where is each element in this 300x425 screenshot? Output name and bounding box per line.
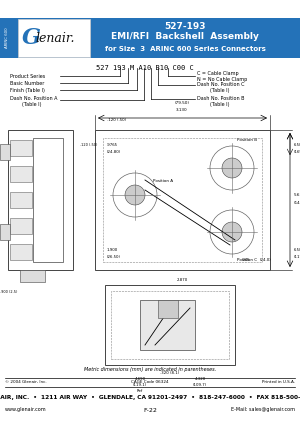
Text: (109.7): (109.7)	[193, 383, 207, 387]
Text: 5.610: 5.610	[294, 193, 300, 197]
Text: E-Mail: sales@glenair.com: E-Mail: sales@glenair.com	[231, 408, 295, 413]
Bar	[10, 192, 32, 208]
Text: G: G	[22, 27, 41, 49]
Bar	[0, 18, 300, 58]
Bar	[10, 140, 32, 156]
Bar	[105, 285, 235, 365]
Bar	[18, 19, 90, 57]
Circle shape	[222, 158, 242, 178]
Bar	[140, 300, 195, 350]
Bar	[10, 244, 32, 260]
Text: (117.8): (117.8)	[294, 255, 300, 259]
Bar	[0, 224, 10, 240]
Text: lenair.: lenair.	[35, 31, 74, 45]
Text: (72.9): (72.9)	[176, 285, 188, 289]
Text: for Size  3  ARINC 600 Series Connectors: for Size 3 ARINC 600 Series Connectors	[105, 46, 266, 52]
Bar	[0, 18, 18, 58]
Text: (24.0): (24.0)	[260, 258, 272, 262]
Text: Ref: Ref	[137, 389, 143, 393]
Text: Dash No. Position A: Dash No. Position A	[10, 96, 58, 100]
Text: ARINC 600: ARINC 600	[5, 28, 9, 48]
Text: (119.1): (119.1)	[133, 383, 147, 387]
Text: .900 (2.5): .900 (2.5)	[0, 290, 17, 294]
Text: (26.50): (26.50)	[107, 255, 121, 259]
Text: 6.500: 6.500	[294, 143, 300, 147]
Circle shape	[210, 210, 254, 254]
Text: CAGE Code 06324: CAGE Code 06324	[131, 380, 169, 384]
Text: N = No Cable Clamp: N = No Cable Clamp	[197, 76, 247, 82]
Bar	[158, 300, 178, 318]
Text: Product Series: Product Series	[10, 74, 45, 79]
Text: 1.900: 1.900	[107, 248, 118, 252]
Text: (Table I): (Table I)	[210, 88, 230, 93]
Text: (Table I): (Table I)	[22, 102, 41, 107]
Text: EMI/RFI  Backshell  Assembly: EMI/RFI Backshell Assembly	[111, 31, 259, 40]
Text: (24.80): (24.80)	[107, 150, 121, 154]
Bar	[111, 291, 229, 359]
Text: F-22: F-22	[143, 408, 157, 413]
Text: 527 193 M A10 B10 C00 C: 527 193 M A10 B10 C00 C	[96, 65, 194, 71]
Text: .945: .945	[242, 258, 250, 262]
Text: Printed in U.S.A.: Printed in U.S.A.	[262, 380, 295, 384]
Text: 2.870: 2.870	[176, 278, 188, 282]
Text: GLENAIR, INC.  •  1211 AIR WAY  •  GLENDALE, CA 91201-2497  •  818-247-6000  •  : GLENAIR, INC. • 1211 AIR WAY • GLENDALE,…	[0, 396, 300, 400]
Bar	[10, 166, 32, 182]
Circle shape	[113, 173, 157, 217]
Text: C = Cable Clamp: C = Cable Clamp	[197, 71, 239, 76]
Text: © 2004 Glenair, Inc.: © 2004 Glenair, Inc.	[5, 380, 47, 384]
Text: www.glenair.com: www.glenair.com	[5, 408, 47, 413]
Circle shape	[222, 222, 242, 242]
Bar	[20, 270, 45, 282]
Text: Position B: Position B	[237, 138, 257, 142]
Text: (165.1): (165.1)	[294, 150, 300, 154]
Text: .320 (8.1): .320 (8.1)	[160, 371, 180, 375]
Bar	[10, 218, 32, 234]
Circle shape	[125, 185, 145, 205]
Bar	[0, 144, 10, 160]
Text: 527-193: 527-193	[164, 22, 206, 31]
Circle shape	[210, 146, 254, 190]
Text: Basic Number: Basic Number	[10, 80, 44, 85]
Bar	[8, 130, 73, 270]
Text: Position C: Position C	[237, 258, 257, 262]
Text: Finish (Table I): Finish (Table I)	[10, 88, 45, 93]
Text: Position A: Position A	[153, 179, 173, 183]
Bar	[103, 138, 262, 262]
Bar	[0, 0, 300, 18]
Text: .9765: .9765	[107, 143, 118, 147]
Text: Metric dimensions (mm) are indicated in parentheses.: Metric dimensions (mm) are indicated in …	[84, 368, 216, 372]
Text: 4.690: 4.690	[134, 377, 146, 381]
Text: 6.500: 6.500	[294, 248, 300, 252]
Text: (142.7): (142.7)	[294, 201, 300, 205]
Text: 3.130: 3.130	[176, 108, 188, 112]
Bar	[95, 130, 270, 270]
Bar	[33, 138, 63, 262]
Text: Dash No. Position B: Dash No. Position B	[197, 96, 244, 100]
Text: Dash No. Position C: Dash No. Position C	[197, 82, 244, 87]
Text: .120 (.50): .120 (.50)	[80, 143, 98, 147]
Text: (79.50): (79.50)	[175, 101, 190, 105]
Text: .120 (.50): .120 (.50)	[107, 118, 126, 122]
Text: (Table I): (Table I)	[210, 102, 230, 107]
Text: 4.320: 4.320	[194, 377, 206, 381]
